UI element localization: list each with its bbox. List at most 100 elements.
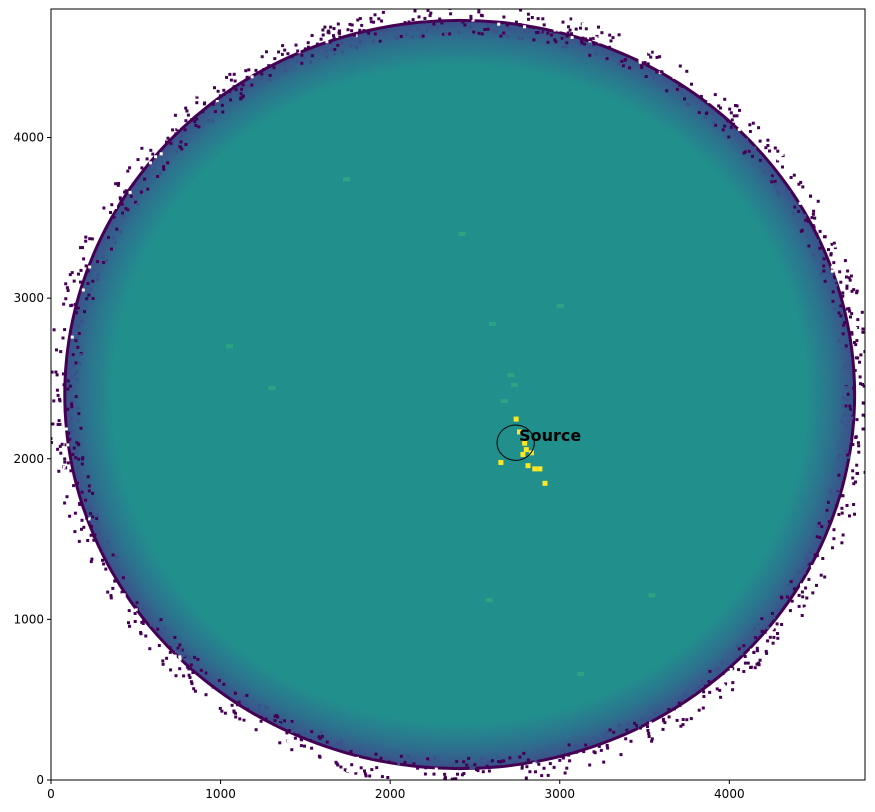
edge-speckle [239, 700, 243, 704]
edge-speckle [196, 657, 200, 661]
edge-speckle [722, 689, 726, 693]
edge-speckle [95, 517, 99, 521]
edge-speckle [379, 756, 383, 760]
edge-speckle [855, 289, 859, 293]
edge-speckle [603, 733, 607, 737]
edge-speckle [855, 463, 859, 467]
edge-speckle [81, 288, 85, 292]
edge-speckle [358, 38, 362, 42]
edge-speckle [381, 10, 385, 14]
edge-speckle [520, 764, 524, 768]
edge-speckle [752, 651, 756, 654]
edge-speckle [737, 647, 741, 651]
edge-speckle [438, 17, 442, 21]
edge-speckle [496, 9, 499, 13]
edge-speckle [166, 136, 170, 140]
edge-speckle [822, 269, 826, 273]
edge-speckle [776, 636, 780, 640]
edge-speckle [579, 39, 583, 43]
edge-speckle [66, 379, 70, 383]
edge-speckle [192, 687, 196, 691]
edge-speckle [614, 33, 617, 37]
edge-speckle [90, 524, 93, 528]
edge-speckle [717, 104, 721, 108]
edge-speckle [325, 740, 329, 744]
edge-speckle [797, 182, 801, 186]
edge-speckle [62, 465, 66, 469]
edge-speckle [66, 387, 70, 391]
edge-speckle [568, 28, 572, 32]
edge-speckle [73, 530, 77, 534]
edge-speckle [697, 111, 701, 115]
edge-speckle [802, 604, 806, 608]
edge-speckle [569, 17, 573, 21]
edge-speckle [624, 737, 628, 741]
edge-speckle [523, 30, 527, 34]
edge-speckle [355, 44, 358, 48]
edge-speckle [810, 565, 814, 568]
edge-speckle [527, 17, 530, 21]
edge-speckle [472, 30, 476, 34]
edge-speckle [75, 451, 79, 455]
edge-speckle [650, 737, 654, 741]
edge-speckle [646, 721, 650, 725]
edge-speckle [849, 315, 852, 319]
edge-speckle [258, 77, 262, 81]
edge-speckle [840, 511, 844, 515]
edge-speckle [114, 205, 117, 209]
edge-speckle [80, 527, 83, 531]
edge-speckle [290, 729, 294, 733]
edge-speckle [88, 517, 91, 521]
edge-speckle [840, 420, 844, 424]
edge-speckle [772, 616, 776, 620]
edge-speckle [65, 495, 69, 499]
edge-speckle [723, 124, 727, 128]
edge-speckle [184, 119, 188, 123]
edge-speckle [862, 384, 865, 388]
edge-speckle [770, 180, 774, 184]
edge-speckle [67, 472, 71, 476]
edge-speckle [168, 650, 172, 654]
edge-speckle [388, 18, 392, 22]
edge-speckle [605, 57, 609, 61]
edge-speckle [565, 34, 569, 38]
edge-speckle [59, 350, 63, 354]
edge-speckle [793, 183, 796, 187]
edge-speckle [373, 32, 377, 36]
edge-speckle [820, 525, 824, 529]
edge-speckle [723, 97, 727, 101]
edge-speckle [567, 25, 570, 29]
edge-speckle [566, 17, 570, 21]
edge-speckle [546, 31, 550, 35]
edge-speckle [773, 140, 777, 144]
edge-speckle [119, 199, 123, 203]
edge-speckle [202, 102, 206, 106]
edge-speckle [450, 777, 454, 780]
edge-speckle [847, 418, 851, 422]
edge-speckle [845, 286, 849, 290]
edge-speckle [480, 756, 484, 760]
edge-speckle [846, 293, 850, 297]
edge-speckle [64, 466, 68, 470]
edge-speckle [665, 89, 669, 93]
edge-speckle [833, 246, 837, 250]
edge-speckle [714, 98, 718, 102]
edge-speckle [860, 310, 864, 314]
edge-speckle [536, 776, 540, 779]
edge-speckle [250, 75, 254, 79]
edge-speckle [680, 91, 684, 95]
edge-speckle [742, 644, 746, 648]
edge-speckle [570, 36, 574, 39]
edge-speckle [55, 348, 58, 352]
edge-speckle [264, 706, 268, 710]
edge-speckle [612, 730, 616, 734]
edge-speckle [849, 274, 853, 278]
edge-speckle [293, 744, 297, 748]
edge-speckle [215, 100, 219, 103]
edge-speckle [498, 783, 501, 786]
edge-speckle [335, 762, 339, 766]
edge-speckle [797, 604, 801, 608]
edge-speckle [732, 122, 735, 126]
edge-speckle [106, 590, 110, 594]
edge-speckle [839, 280, 843, 284]
